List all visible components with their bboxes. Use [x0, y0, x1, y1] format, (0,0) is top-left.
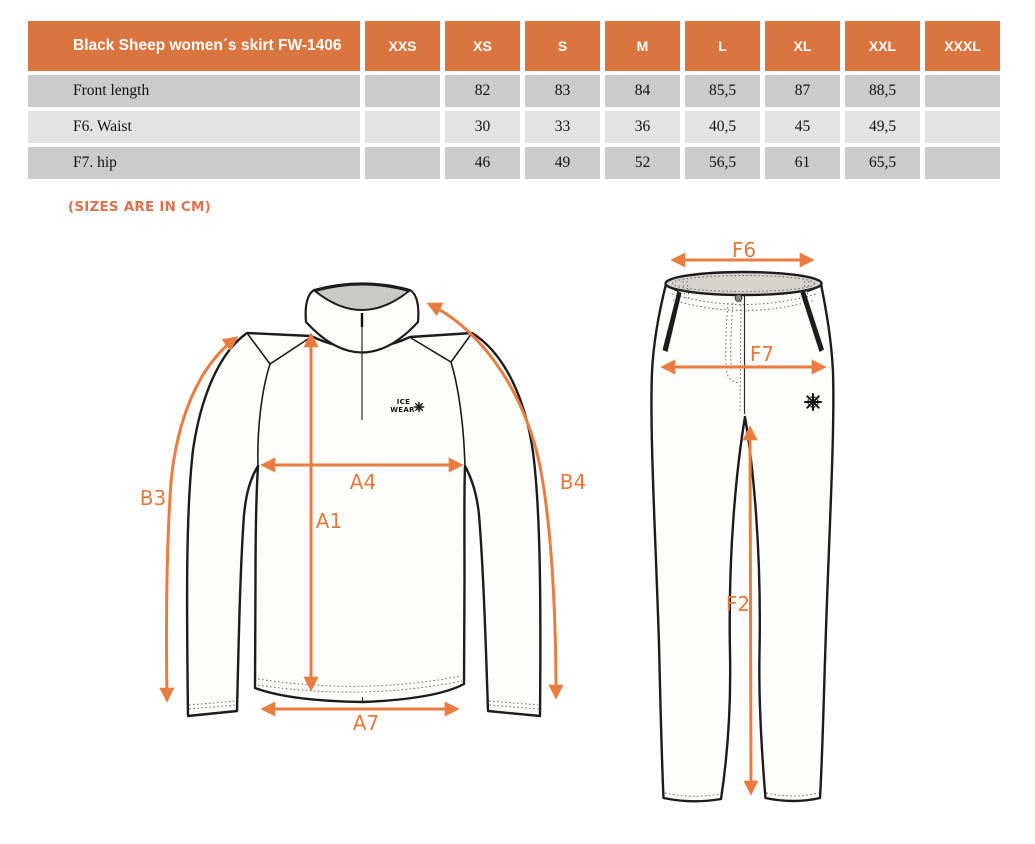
cell: 36 [605, 111, 680, 143]
waistband [664, 270, 823, 297]
waist-button [734, 294, 743, 302]
cell [925, 147, 1000, 179]
cell: 45 [765, 111, 840, 143]
table-row-front-length: Front length 82 83 84 85,5 87 88,5 [28, 75, 1000, 107]
size-header-s: S [525, 21, 600, 71]
cell: 82 [445, 75, 520, 107]
cell: 49,5 [845, 111, 920, 143]
arrow-b4 [426, 302, 564, 700]
row-label: Front length [28, 75, 360, 107]
row-label: F6. Waist [28, 111, 360, 143]
pocket-top-edges [667, 286, 820, 293]
cell: 84 [605, 75, 680, 107]
pants-body [650, 282, 835, 803]
shirt-body [185, 331, 542, 718]
snowflake-icon [804, 393, 822, 411]
size-header-xxl: XXL [845, 21, 920, 71]
pants-hem-stitch [664, 792, 819, 797]
size-table: Black Sheep women´s skirt FW-1406 XXS XS… [23, 17, 1005, 183]
waistband-inner-stitch [672, 275, 815, 292]
cell: 65,5 [845, 147, 920, 179]
size-header-xs: XS [445, 21, 520, 71]
logo-text-wear: WEAR [390, 406, 415, 414]
cell: 30 [445, 111, 520, 143]
cell: 61 [765, 147, 840, 179]
cell: 83 [525, 75, 600, 107]
right-pocket-opening [800, 291, 824, 352]
logo-snowflake-icon [413, 401, 425, 413]
pants-diagram: F6 F7 F2 [650, 238, 835, 803]
label-f6: F6 [732, 238, 756, 262]
label-f2: F2 [726, 592, 750, 616]
label-f7: F7 [750, 342, 774, 366]
cell: 88,5 [845, 75, 920, 107]
label-a7: A7 [353, 711, 379, 735]
sizes-note: (SIZES ARE IN CM) [68, 199, 212, 215]
shirt-diagram: ICE WEAR B3 B4 A4 A1 A7 [140, 282, 586, 735]
row-label: F7. hip [28, 147, 360, 179]
icewear-logo: ICE WEAR [390, 398, 425, 414]
right-cuff-stitch [488, 700, 539, 710]
cell [365, 75, 440, 107]
size-header-xl: XL [765, 21, 840, 71]
cell [365, 147, 440, 179]
cell: 49 [525, 147, 600, 179]
label-b3: B3 [140, 486, 166, 510]
cell: 52 [605, 147, 680, 179]
label-a1: A1 [316, 509, 342, 533]
table-row-waist: F6. Waist 30 33 36 40,5 45 49,5 [28, 111, 1000, 143]
cell [925, 111, 1000, 143]
left-raglan-seam [257, 363, 271, 467]
cell: 87 [765, 75, 840, 107]
cell: 56,5 [685, 147, 760, 179]
cell [365, 111, 440, 143]
arrow-b3 [159, 336, 239, 703]
cell: 46 [445, 147, 520, 179]
table-header-row: Black Sheep women´s skirt FW-1406 XXS XS… [28, 21, 1000, 71]
table-title: Black Sheep women´s skirt FW-1406 [28, 21, 360, 71]
collar-inner [312, 283, 412, 311]
label-b4: B4 [560, 470, 586, 494]
size-header-m: M [605, 21, 680, 71]
fly-stitch [725, 296, 742, 414]
table-row-hip: F7. hip 46 49 52 56,5 61 65,5 [28, 147, 1000, 179]
cell: 40,5 [685, 111, 760, 143]
left-pocket-opening [662, 291, 682, 352]
cell [925, 75, 1000, 107]
size-header-xxs: XXS [365, 21, 440, 71]
size-header-l: L [685, 21, 760, 71]
size-header-xxxl: XXXL [925, 21, 1000, 71]
cell: 85,5 [685, 75, 760, 107]
cell: 33 [525, 111, 600, 143]
logo-text-ice: ICE [397, 398, 410, 406]
label-a4: A4 [350, 470, 376, 494]
arrow-f2 [742, 425, 759, 796]
